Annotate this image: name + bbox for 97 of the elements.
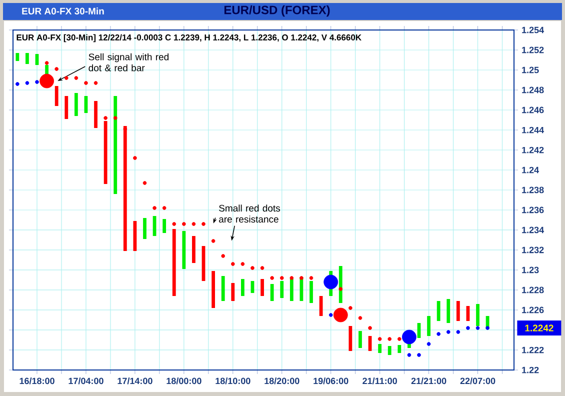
point — [436, 332, 440, 336]
point — [388, 337, 392, 341]
point — [64, 76, 68, 80]
point — [407, 353, 412, 357]
point — [486, 326, 490, 330]
point — [113, 116, 118, 120]
point — [368, 326, 372, 330]
point — [94, 81, 98, 85]
chart-subtitle: EUR A0-FX 30-Min — [22, 7, 104, 14]
point — [260, 266, 264, 270]
point — [133, 156, 137, 160]
point — [35, 80, 39, 84]
point — [280, 276, 284, 280]
point — [446, 330, 450, 334]
x-tick-label: 17/14:00 — [118, 378, 152, 384]
candlestick — [446, 298, 450, 323]
candlestick — [280, 280, 284, 298]
y-tick-label: 1.238 — [522, 186, 544, 194]
candlestick — [270, 284, 274, 301]
point — [54, 67, 58, 71]
point — [417, 353, 421, 357]
x-tick-label: 18/10:00 — [216, 378, 250, 384]
y-tick-label: 1.222 — [522, 346, 544, 354]
candlestick — [260, 278, 264, 296]
y-tick-label: 1.244 — [522, 126, 544, 134]
text: 1.2242 — [525, 324, 554, 332]
x-tick-label: 21/11:00 — [362, 378, 397, 384]
x-tick-label: 17/04:00 — [68, 378, 104, 384]
x-tick-label: 21/21:00 — [411, 378, 446, 384]
y-tick-label: 1.22 — [522, 366, 539, 374]
point — [240, 262, 245, 266]
point — [172, 222, 176, 226]
candlestick — [427, 316, 430, 336]
y-tick-label: 1.232 — [522, 246, 544, 254]
point — [142, 181, 147, 185]
y-tick-label: 1.246 — [522, 106, 544, 114]
point — [84, 81, 88, 85]
candlestick — [162, 218, 166, 233]
point — [466, 326, 470, 330]
point — [309, 276, 314, 280]
point — [456, 330, 460, 334]
candlestick — [231, 282, 235, 301]
point — [202, 222, 206, 226]
point — [44, 61, 49, 65]
candlestick — [358, 330, 362, 348]
point — [192, 222, 196, 226]
point — [328, 313, 333, 317]
point — [338, 287, 343, 291]
point — [74, 76, 78, 80]
y-tick-label: 1.25 — [522, 66, 539, 74]
point — [182, 222, 186, 226]
point — [300, 276, 304, 280]
point — [221, 254, 226, 258]
point — [25, 81, 30, 85]
y-tick-label: 1.234 — [522, 226, 544, 234]
point — [426, 342, 431, 346]
point — [270, 276, 274, 280]
y-tick-label: 1.226 — [522, 306, 544, 314]
annotation: Small red dots are resistance — [219, 204, 280, 223]
point — [16, 82, 20, 86]
candlestick — [143, 218, 146, 239]
point — [152, 206, 156, 210]
point — [476, 326, 480, 330]
point — [104, 116, 108, 120]
candlestick — [456, 300, 460, 321]
candlestick — [310, 280, 313, 303]
annotation: EUR A0-FX [30-Min] 12/22/14 -0.0003 C 1.2239, H 1.2243, L 1.2236, O 1.2242, V 4.6660K — [16, 34, 362, 42]
candlestick — [476, 304, 480, 326]
point — [348, 306, 352, 310]
x-tick-label: 19/06:00 — [314, 378, 348, 384]
candlestick — [64, 96, 68, 119]
point — [358, 316, 362, 320]
y-tick-label: 1.228 — [522, 286, 544, 294]
y-tick-label: 1.252 — [522, 46, 544, 54]
point — [398, 337, 402, 341]
x-tick-label: 22/07:00 — [460, 378, 496, 384]
point — [250, 266, 254, 270]
x-tick-label: 16/18:00 — [20, 378, 54, 384]
y-tick-label: 1.242 — [522, 146, 544, 154]
candlestick — [74, 92, 78, 116]
candlestick — [436, 300, 440, 321]
y-tick-label: 1.248 — [522, 86, 544, 94]
x-tick-label: 18/00:00 — [166, 378, 202, 384]
y-tick-label: 1.236 — [522, 206, 544, 214]
point — [230, 262, 235, 266]
point — [290, 276, 294, 280]
point — [211, 239, 216, 243]
candlestick — [240, 278, 244, 296]
y-tick-label: 1.254 — [522, 26, 544, 34]
candlestick — [54, 86, 58, 106]
y-tick-label: 1.24 — [522, 166, 539, 174]
y-tick-label: 1.23 — [522, 266, 539, 274]
x-tick-label: 18/20:00 — [264, 378, 300, 384]
annotation: Sell signal with red dot & red bar — [88, 53, 168, 72]
point — [162, 206, 166, 210]
chart-title: EUR/USD (FOREX) — [224, 5, 330, 17]
point — [378, 337, 382, 341]
